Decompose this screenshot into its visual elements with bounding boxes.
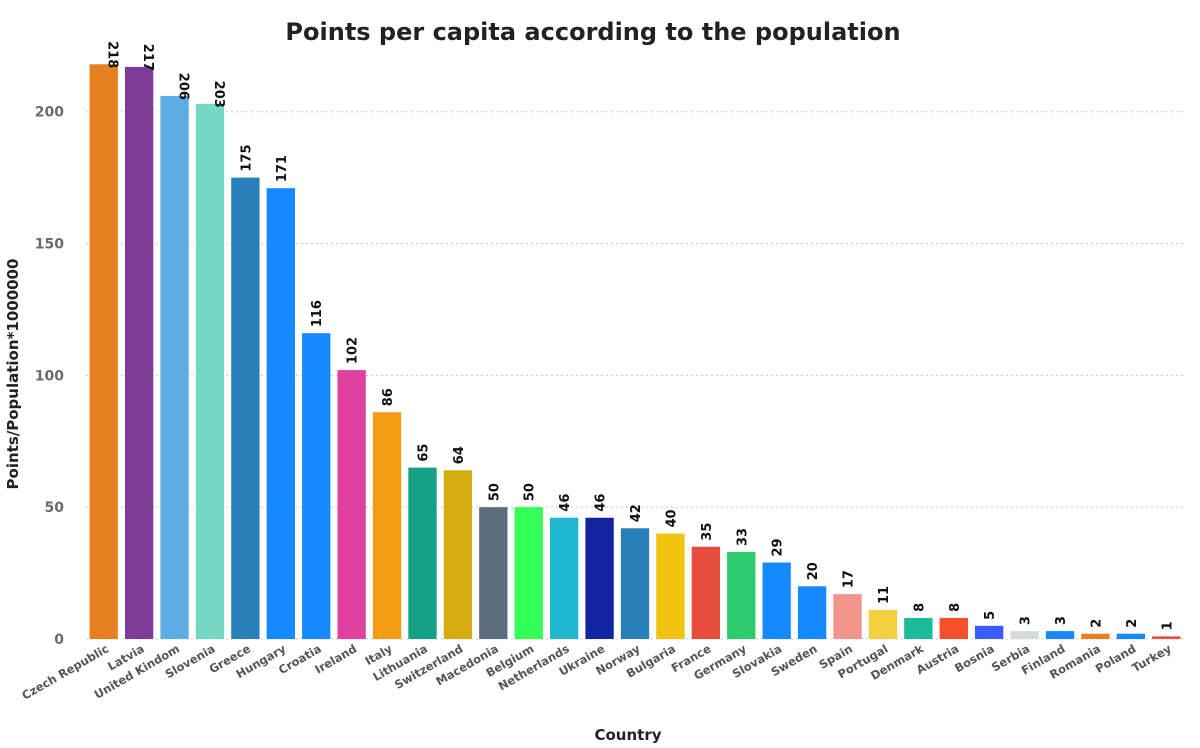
- bar: [408, 467, 437, 639]
- bar: [975, 625, 1004, 639]
- bar: [868, 610, 898, 639]
- bar: [585, 517, 614, 639]
- data-label: 33: [735, 528, 750, 546]
- category-label: Poland: [1093, 641, 1138, 675]
- bar: [302, 333, 331, 639]
- category-label: Bosnia: [952, 641, 997, 675]
- y-tick-label: 100: [35, 368, 64, 384]
- data-label: 3: [1019, 616, 1034, 625]
- bar: [691, 546, 721, 639]
- bar: [372, 412, 402, 639]
- data-label: 206: [176, 73, 191, 100]
- data-label: 203: [211, 81, 226, 108]
- bar: [1116, 633, 1146, 639]
- data-label: 1: [1160, 621, 1175, 630]
- data-label: 35: [700, 523, 715, 541]
- bar: [231, 177, 260, 640]
- bar: [337, 370, 366, 639]
- y-tick-label: 0: [54, 632, 64, 648]
- data-label: 116: [310, 300, 325, 327]
- data-label: 175: [239, 144, 254, 171]
- data-label: 5: [983, 611, 998, 620]
- bar: [1081, 633, 1110, 639]
- data-label: 8: [948, 603, 963, 612]
- bar: [1152, 636, 1181, 639]
- bar: [656, 533, 685, 639]
- data-label: 29: [771, 538, 786, 556]
- data-label: 3: [1054, 616, 1069, 625]
- data-label: 46: [594, 494, 609, 512]
- bar: [266, 188, 295, 639]
- bar: [1045, 631, 1075, 639]
- bar: [727, 552, 756, 639]
- y-axis-title: Points/Population*1000000: [4, 259, 22, 490]
- data-label: 2: [1125, 619, 1140, 628]
- bar: [1010, 631, 1039, 639]
- data-label: 17: [842, 570, 857, 588]
- y-tick-label: 50: [45, 500, 65, 516]
- data-label: 64: [452, 446, 467, 464]
- y-tick-label: 200: [35, 105, 64, 121]
- data-label: 11: [877, 586, 892, 604]
- bar: [833, 594, 862, 639]
- bar: [797, 586, 827, 639]
- data-label: 46: [558, 494, 573, 512]
- data-label: 2: [1089, 619, 1104, 628]
- bar: [549, 517, 579, 639]
- data-label: 42: [629, 504, 644, 522]
- bars: [89, 64, 1181, 640]
- data-label: 50: [523, 483, 538, 501]
- x-axis-title: Country: [594, 726, 661, 744]
- data-label: 86: [381, 388, 396, 406]
- data-label: 50: [487, 483, 502, 501]
- bar: [904, 617, 933, 639]
- bar: [89, 64, 118, 640]
- data-label: 218: [105, 41, 120, 68]
- bar: [479, 507, 508, 639]
- bar: [939, 617, 968, 639]
- bar: [514, 507, 543, 639]
- chart-title: Points per capita according to the popul…: [285, 18, 900, 46]
- bar: [195, 103, 225, 640]
- y-axis-ticks: 0 50 100 150 200: [35, 105, 64, 648]
- y-tick-label: 150: [35, 237, 64, 253]
- data-label: 217: [140, 44, 155, 71]
- bar: [443, 470, 473, 639]
- data-label: 102: [346, 337, 361, 364]
- bar: [160, 95, 189, 640]
- bar: [762, 562, 791, 639]
- bar: [124, 66, 154, 640]
- category-label: Turkey: [1129, 641, 1174, 675]
- data-label: 8: [912, 603, 927, 612]
- data-label: 171: [275, 155, 290, 182]
- bar: [620, 528, 650, 639]
- data-label: 40: [664, 509, 679, 527]
- data-label: 20: [806, 562, 821, 580]
- data-label: 65: [416, 444, 431, 462]
